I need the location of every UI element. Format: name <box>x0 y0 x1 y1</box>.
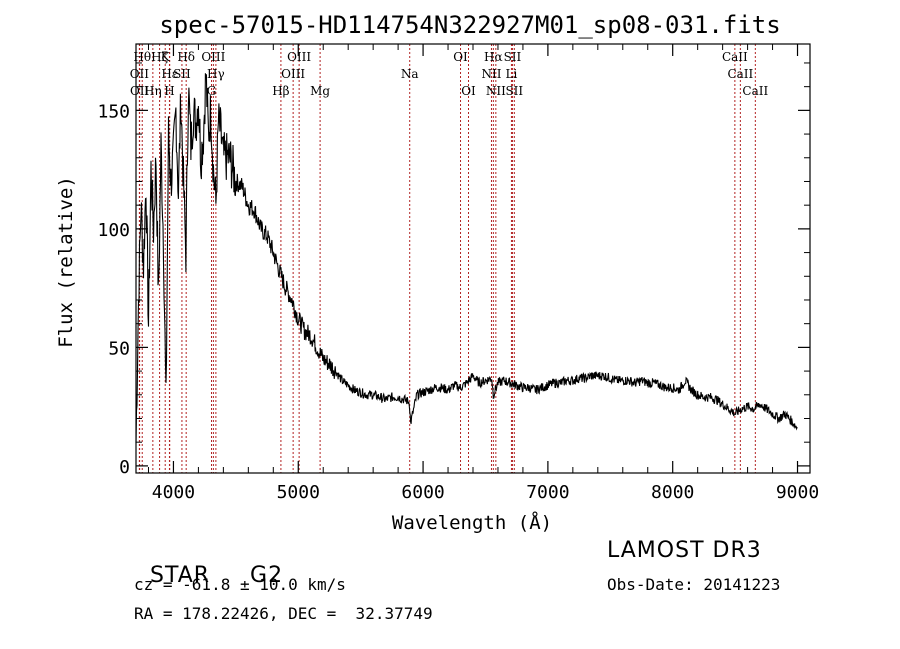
spectral-line-label: Hδ <box>177 50 195 64</box>
spectral-line-label: H <box>164 84 174 98</box>
redshift-label: cz = -61.8 ± 10.0 km/s <box>134 575 346 594</box>
x-tick-label: 8000 <box>651 482 694 503</box>
spectral-line-label: G <box>207 84 217 98</box>
plot-frame <box>135 43 811 474</box>
y-axis-label: Flux (relative) <box>55 176 77 348</box>
spectral-line-label: NII <box>481 67 501 81</box>
x-tick-label: 5000 <box>277 482 320 503</box>
spectral-line-label: SII <box>505 84 523 98</box>
spectral-line-label: Hθ <box>133 50 151 64</box>
spectral-line-label: K <box>161 50 171 64</box>
spectral-line-label: CaII <box>727 67 753 81</box>
y-tick-label: 100 <box>97 220 130 241</box>
spectral-line-label: Li <box>506 67 518 81</box>
spectral-line-label: OI <box>461 84 476 98</box>
spectral-line-label: Hγ <box>207 67 225 81</box>
spectral-line-label: Hη <box>144 84 162 98</box>
object-class: STAR G2 <box>134 538 283 588</box>
spectral-line-label: OII <box>130 84 150 98</box>
spectral-line-label: NII <box>486 84 506 98</box>
spectral-line-label: SII <box>504 50 522 64</box>
spectral-line-label: Na <box>401 67 419 81</box>
spectral-line-label: OII <box>130 67 150 81</box>
obs-date-label: Obs-Date: 20141223 <box>607 575 781 594</box>
spectral-line-markers <box>138 44 756 473</box>
spectral-line-label: Hβ <box>272 84 289 98</box>
spectral-line-labels: OII OII Hθ Hη Hζ Hε K H SII Hδ OIII Hγ G Hβ OIII OIII Mg… <box>130 50 769 98</box>
coords-label: RA = 178.22426, DEC = 32.37749 <box>134 604 433 623</box>
x-tick-label: 9000 <box>776 482 819 503</box>
x-axis-ticks: 4000 5000 6000 7000 8000 9000 <box>147 44 819 503</box>
class-label: STAR <box>150 563 211 588</box>
x-tick-label: 4000 <box>152 482 195 503</box>
chart-title: spec-57015-HD114754N322927M01_sp08-031.f… <box>159 11 780 39</box>
spectral-line-label: Hζ <box>151 50 168 64</box>
spectrum-line <box>135 73 798 443</box>
subclass-label: G2 <box>250 563 284 588</box>
spectral-line-label: OI <box>453 50 468 64</box>
spectral-line-label: Hε <box>161 67 178 81</box>
x-axis-label: Wavelength (Å) <box>392 511 552 534</box>
spectral-line-label: CaII <box>742 84 768 98</box>
x-tick-label: 6000 <box>401 482 444 503</box>
y-axis-ticks: 0 50 100 150 <box>97 62 810 478</box>
spectral-line-label: OIII <box>287 50 311 64</box>
spectral-line-label: Hα <box>484 50 503 64</box>
survey-label: LAMOST DR3 <box>607 538 762 563</box>
y-tick-label: 150 <box>97 101 130 122</box>
spectral-line-label: OIII <box>201 50 225 64</box>
spectral-line-label: CaII <box>722 50 748 64</box>
spectral-line-label: OIII <box>281 67 305 81</box>
x-tick-label: 7000 <box>526 482 569 503</box>
y-tick-label: 0 <box>119 457 130 478</box>
y-tick-label: 50 <box>108 338 130 359</box>
spectral-line-label: Mg <box>310 84 330 98</box>
spectral-line-label: SII <box>173 67 191 81</box>
